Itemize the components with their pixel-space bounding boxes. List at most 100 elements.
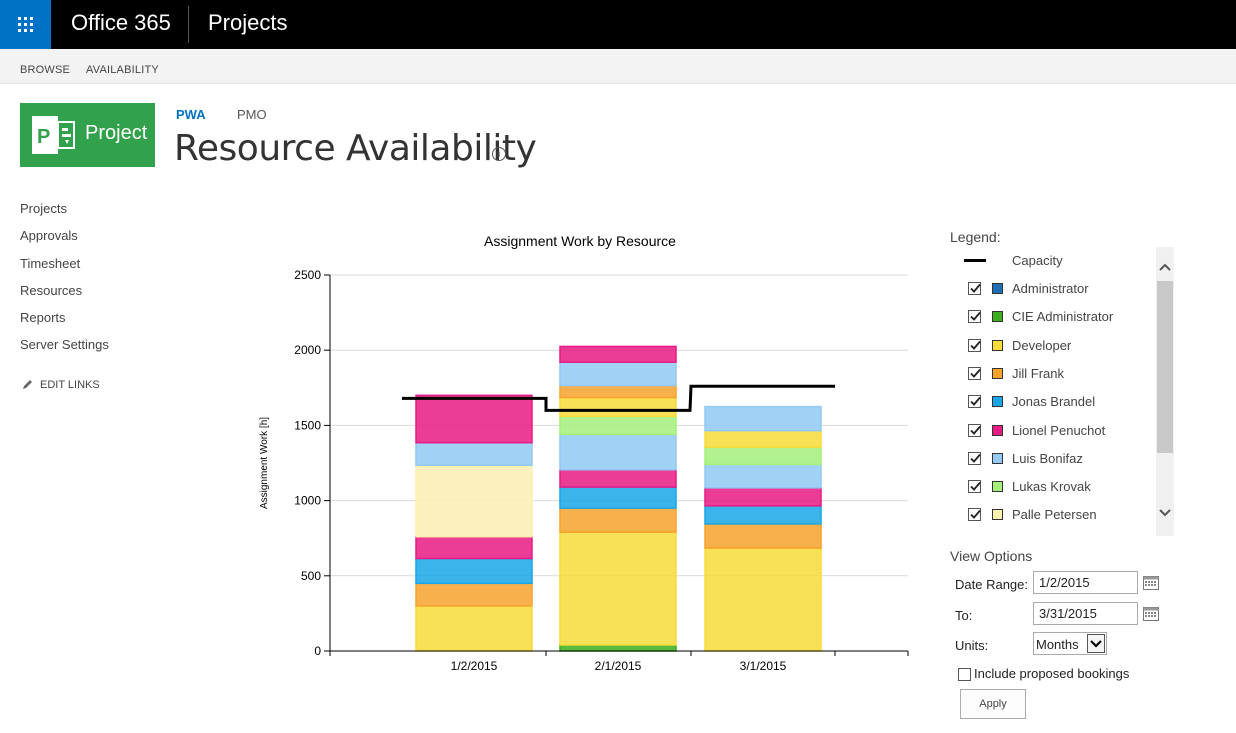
bar-segment <box>704 547 822 652</box>
checkmark-icon <box>970 340 981 350</box>
office365-brand[interactable]: Office 365 <box>71 10 171 35</box>
edit-links-button[interactable]: EDIT LINKS <box>22 378 100 391</box>
pencil-icon <box>23 380 32 389</box>
checkmark-icon <box>970 368 981 378</box>
bar-segment <box>559 396 677 418</box>
units-select[interactable]: Months <box>1033 632 1107 655</box>
apply-button[interactable]: Apply <box>960 689 1026 719</box>
bar-segment <box>415 535 533 560</box>
legend-label: Administrator <box>1012 281 1089 296</box>
nav-item-approvals[interactable]: Approvals <box>20 228 78 243</box>
legend-checkbox[interactable] <box>968 310 981 324</box>
legend-item-lukas-krovak: Lukas Krovak <box>958 476 1156 498</box>
legend-item-lionel-penuchot: Lionel Penuchot <box>958 420 1156 442</box>
legend-checkbox[interactable] <box>968 451 981 465</box>
to-date-label: To: <box>955 608 973 623</box>
capacity-line <box>402 384 835 412</box>
app-name[interactable]: Projects <box>208 10 288 35</box>
units-label: Units: <box>955 638 989 653</box>
bar-segment <box>559 345 677 363</box>
checkmark-icon <box>970 397 981 407</box>
legend-title: Legend: <box>950 229 1001 245</box>
legend-checkbox[interactable] <box>968 423 981 437</box>
edit-links-label: EDIT LINKS <box>40 379 100 391</box>
project-logo[interactable]: P Project <box>20 103 155 167</box>
bar-segment <box>704 487 822 507</box>
date-range-label: Date Range: <box>955 577 1028 592</box>
suite-bar: Office 365 Projects <box>0 0 1236 49</box>
include-proposed-label: Include proposed bookings <box>974 666 1130 681</box>
breadcrumb-pmo[interactable]: PMO <box>237 107 267 122</box>
calendar-icon[interactable] <box>1143 575 1159 590</box>
calendar-icon[interactable] <box>1143 606 1159 621</box>
legend-scrollbar[interactable] <box>1156 247 1174 536</box>
chart-y-axis-label: Assignment Work [h] <box>259 417 270 509</box>
include-proposed-checkbox[interactable] <box>958 668 971 681</box>
chart-ticks: 0 500 1000 1500 2000 2500 1/2/2015 2/1/2015 3/1/… <box>294 268 786 673</box>
bar-segment <box>559 384 677 399</box>
legend-checkbox[interactable] <box>968 366 981 380</box>
legend-swatch <box>992 481 1003 493</box>
legend-label: Developer <box>1012 337 1072 353</box>
page-title: Resource Availability <box>174 128 537 169</box>
y-tick-label: 1000 <box>294 494 321 508</box>
legend-checkbox[interactable] <box>968 480 981 494</box>
chevron-down-icon[interactable] <box>1087 634 1105 653</box>
y-tick-label: 2000 <box>294 343 321 357</box>
bar-segment <box>559 469 677 488</box>
nav-item-timesheet[interactable]: Timesheet <box>20 256 81 271</box>
nav-item-reports[interactable]: Reports <box>20 310 66 325</box>
tab-availability[interactable]: AVAILABILITY <box>86 64 159 76</box>
bar-segment <box>415 464 533 538</box>
chart-axes <box>329 275 909 656</box>
assignment-work-chart: Assignment Work by Resource Assignment W… <box>259 233 909 673</box>
units-selected-value: Months <box>1036 637 1079 652</box>
waffle-icon <box>18 17 33 32</box>
y-tick-label: 2500 <box>294 268 321 282</box>
chart-title: Assignment Work by Resource <box>484 233 676 249</box>
legend-scroll-thumb[interactable] <box>1157 281 1173 453</box>
suite-divider <box>188 6 189 43</box>
checkmark-icon <box>970 312 981 322</box>
checkmark-icon <box>970 425 981 435</box>
svg-text:P: P <box>37 126 50 148</box>
legend-item-capacity: Capacity <box>958 250 1156 272</box>
date-range-input[interactable] <box>1033 571 1138 594</box>
legend-checkbox[interactable] <box>968 282 981 295</box>
legend-swatch <box>992 424 1003 436</box>
nav-item-resources[interactable]: Resources <box>20 283 83 298</box>
bar-segment <box>415 441 533 467</box>
legend-checkbox[interactable] <box>968 395 981 409</box>
legend-item-cie-administrator: CIE Administrator <box>958 306 1156 328</box>
checkmark-icon <box>970 453 981 463</box>
legend-label: Luis Bonifaz <box>1012 450 1083 466</box>
legend-swatch <box>992 339 1003 351</box>
project-logo-icon: P <box>32 116 75 154</box>
y-tick-label: 500 <box>301 569 321 583</box>
tab-browse[interactable]: BROWSE <box>20 64 71 76</box>
legend-label: CIE Administrator <box>1012 309 1114 325</box>
legend-swatch <box>992 311 1003 323</box>
info-icon[interactable]: i <box>492 147 506 161</box>
legend-swatch <box>992 396 1003 408</box>
legend-label: Lionel Penuchot <box>1012 422 1106 438</box>
legend-swatch <box>992 367 1003 379</box>
bar-segment <box>704 463 822 489</box>
breadcrumb-pwa[interactable]: PWA <box>176 107 206 122</box>
bar-segment <box>704 446 822 466</box>
bar-segment <box>415 582 533 607</box>
scroll-up-icon[interactable] <box>1159 261 1171 273</box>
legend-swatch <box>992 283 1003 294</box>
legend-checkbox[interactable] <box>968 508 981 522</box>
scroll-down-icon[interactable] <box>1159 507 1171 519</box>
nav-item-server-settings[interactable]: Server Settings <box>20 337 109 352</box>
legend-checkbox[interactable] <box>968 338 981 352</box>
bar-segment <box>559 361 677 387</box>
checkmark-icon <box>970 283 981 293</box>
to-date-input[interactable] <box>1033 602 1138 625</box>
x-tick-label: 1/2/2015 <box>451 659 498 673</box>
legend-item-jill-frank: Jill Frank <box>958 363 1156 385</box>
bar-segment <box>704 429 822 448</box>
nav-item-projects[interactable]: Projects <box>20 201 67 216</box>
app-launcher-button[interactable] <box>0 0 51 49</box>
